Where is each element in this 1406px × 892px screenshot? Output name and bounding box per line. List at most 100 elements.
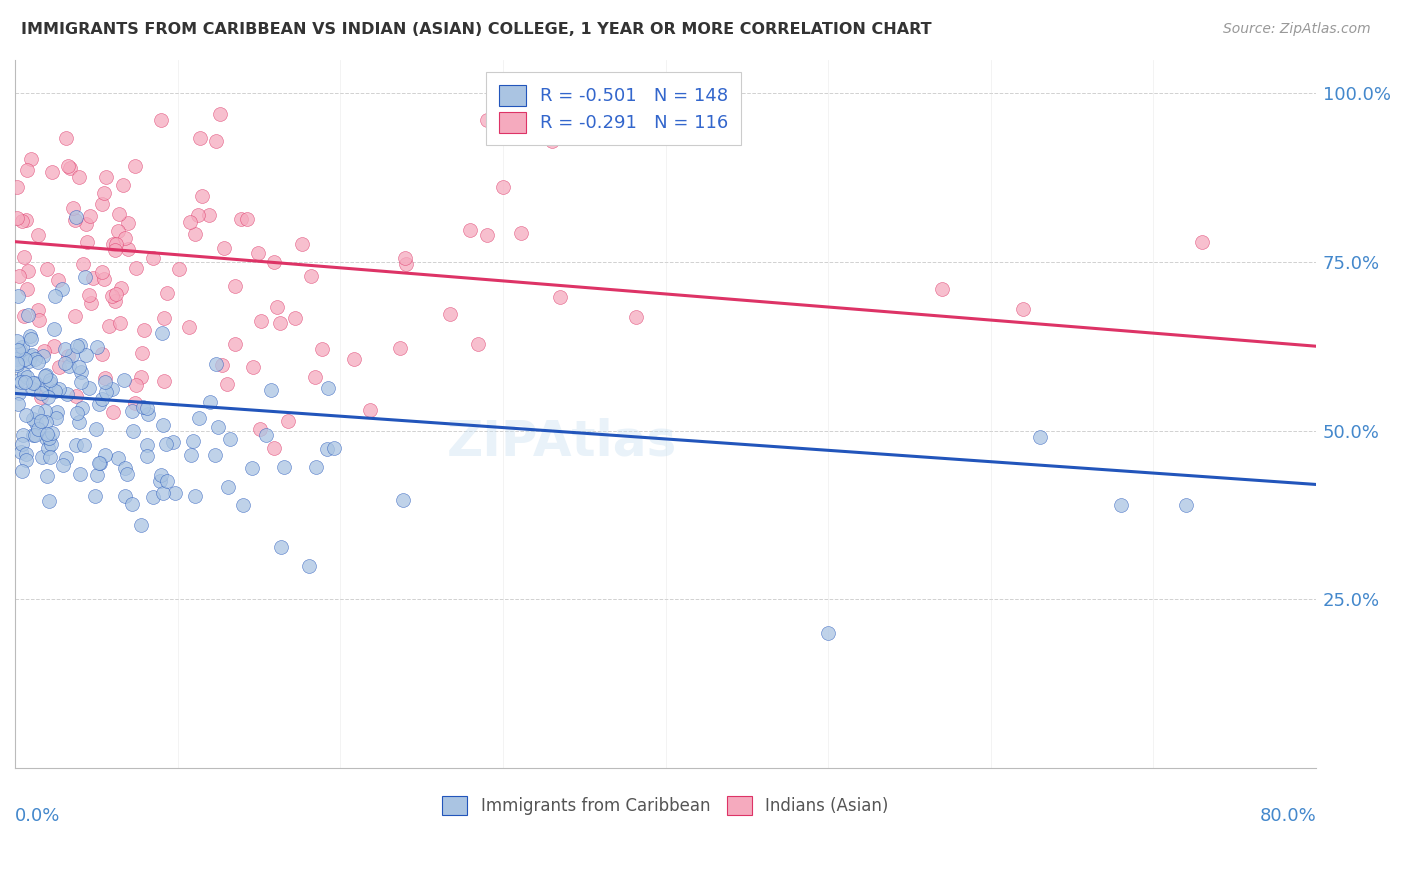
Point (104, 293, 127, 308)
Point (37, 441, 59, 455)
Point (45, 411, 67, 425)
Point (125, 377, 148, 392)
Point (117, 242, 139, 256)
Point (22, 412, 45, 426)
Point (6, 352, 28, 367)
Point (179, 214, 201, 228)
Point (76, 235, 98, 250)
Point (100, 289, 122, 303)
Point (114, 489, 136, 503)
Point (18, 349, 41, 363)
Point (11, 436, 34, 450)
Point (284, 310, 307, 325)
Point (82, 270, 104, 285)
Point (132, 400, 155, 414)
Point (150, 326, 173, 340)
Point (299, 268, 322, 283)
Point (269, 316, 291, 330)
Point (75, 348, 97, 362)
Point (34, 404, 56, 418)
Point (115, 467, 138, 481)
Point (39, 376, 62, 390)
Point (1012, 302, 1035, 317)
Point (260, 383, 283, 397)
Point (129, 518, 152, 533)
Point (155, 437, 177, 451)
Point (263, 441, 285, 455)
Point (475, 113, 498, 128)
Point (108, 316, 131, 330)
Point (467, 337, 489, 351)
Point (18, 329, 41, 343)
Point (89, 456, 111, 470)
Point (105, 287, 128, 301)
Point (112, 373, 135, 387)
Point (44, 289, 66, 303)
Point (27, 354, 49, 368)
Point (27, 422, 49, 436)
Point (540, 134, 562, 148)
Point (44, 322, 66, 336)
Point (6, 211, 28, 226)
Point (77, 288, 100, 302)
Point (114, 461, 136, 475)
Point (395, 257, 418, 271)
Point (548, 290, 571, 304)
Text: 80.0%: 80.0% (1260, 806, 1316, 824)
Point (491, 180, 513, 194)
Point (97, 318, 120, 333)
Point (35, 368, 58, 382)
Point (91, 265, 114, 279)
Point (134, 323, 156, 337)
Point (162, 435, 184, 450)
Point (87, 397, 110, 411)
Point (38, 431, 60, 445)
Point (67, 415, 90, 429)
Point (86, 340, 108, 354)
Point (209, 107, 232, 121)
Point (59, 161, 82, 175)
Point (32, 350, 55, 364)
Text: ZIPAtlas: ZIPAtlas (446, 418, 676, 466)
Point (8, 386, 31, 401)
Point (104, 243, 127, 257)
Point (22, 428, 45, 442)
Point (53, 356, 76, 370)
Point (60, 348, 83, 362)
Point (394, 251, 416, 265)
Point (475, 227, 498, 242)
Point (91, 392, 114, 406)
Point (80, 296, 103, 310)
Point (110, 281, 132, 295)
Point (153, 374, 176, 388)
Point (149, 475, 172, 489)
Point (20, 152, 42, 166)
Point (101, 237, 124, 252)
Point (10, 214, 32, 228)
Point (242, 460, 264, 475)
Point (212, 241, 235, 255)
Point (1174, 498, 1197, 512)
Point (149, 468, 172, 483)
Point (15, 213, 38, 227)
Point (167, 261, 190, 276)
Point (112, 178, 135, 193)
Point (69, 467, 91, 481)
Point (69, 365, 91, 379)
Point (277, 414, 299, 428)
Point (46, 273, 69, 287)
Point (24, 376, 46, 391)
Point (69, 338, 91, 352)
Point (10, 444, 32, 458)
Point (86, 421, 108, 435)
Point (187, 411, 209, 425)
Point (291, 237, 314, 252)
Point (207, 420, 229, 434)
Point (55, 131, 77, 145)
Point (6, 356, 28, 370)
Point (224, 279, 246, 293)
Point (25, 417, 48, 431)
Point (218, 433, 240, 447)
Point (8, 373, 31, 387)
Point (389, 341, 412, 355)
